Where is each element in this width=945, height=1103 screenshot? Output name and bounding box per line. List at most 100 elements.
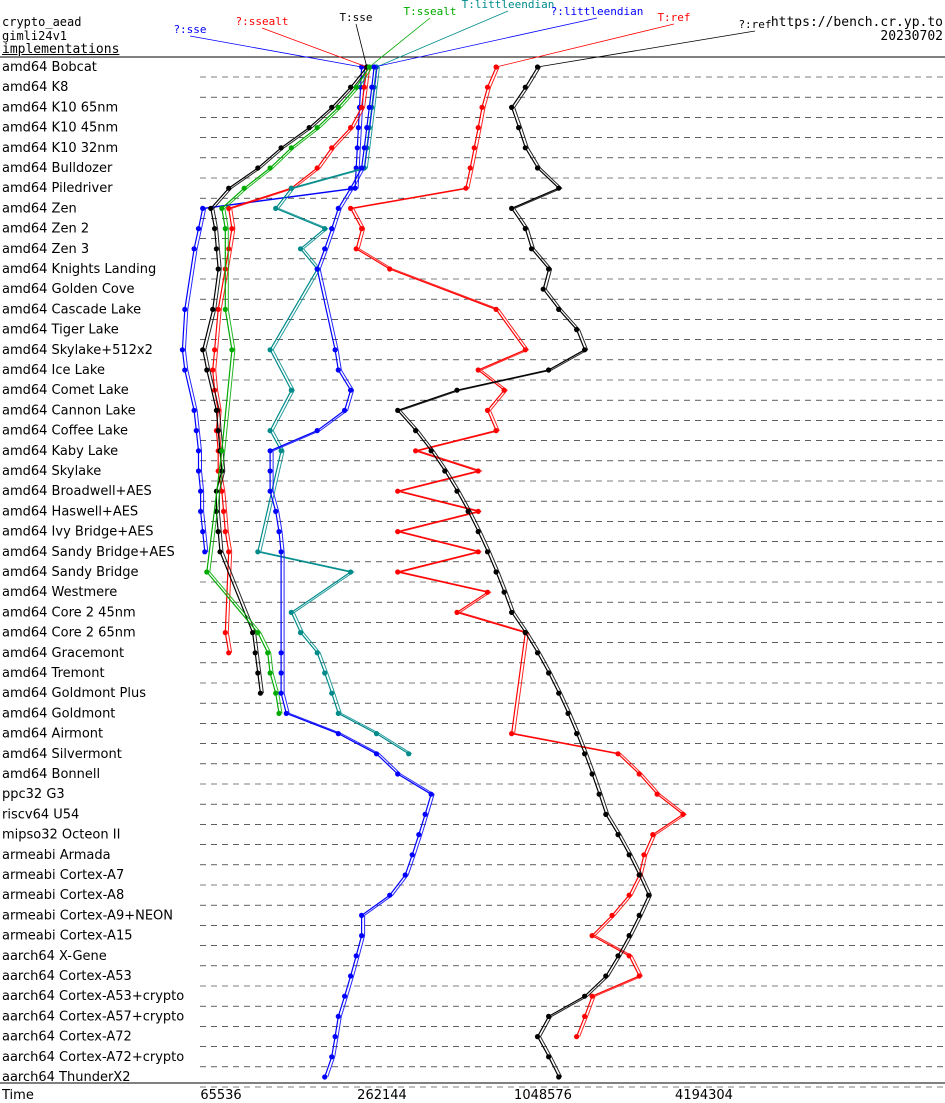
data-point: [332, 1034, 338, 1040]
data-point: [534, 1034, 541, 1040]
data-point: [278, 690, 284, 696]
data-point: [603, 973, 609, 979]
data-point: [546, 670, 552, 676]
data-point: [353, 84, 359, 90]
data-point: [556, 1074, 562, 1080]
data-point: [335, 731, 341, 737]
data-point: [387, 892, 393, 898]
data-point: [626, 852, 632, 858]
data-point: [589, 771, 595, 777]
x-axis-label: Time: [1, 1088, 34, 1103]
data-point: [626, 953, 632, 959]
row-label: amd64 Skylake: [2, 464, 101, 479]
data-point: [615, 953, 621, 959]
data-point: [267, 347, 273, 353]
data-point: [484, 589, 491, 595]
data-point: [574, 1034, 580, 1040]
data-point: [322, 246, 328, 252]
data-point: [208, 205, 214, 211]
data-point: [359, 912, 365, 919]
data-point: [226, 185, 232, 191]
data-point: [358, 84, 364, 90]
data-point: [471, 145, 477, 151]
data-point: [609, 912, 615, 919]
series-line: [269, 66, 432, 1078]
data-point: [200, 347, 206, 353]
row-label: riscv64 U54: [2, 807, 79, 822]
data-point: [215, 529, 221, 535]
data-point: [342, 407, 348, 413]
data-point: [465, 508, 471, 514]
data-point: [615, 751, 621, 757]
data-point: [402, 872, 408, 878]
data-point: [212, 226, 218, 232]
data-point: [348, 205, 354, 211]
data-point: [395, 488, 401, 494]
data-point: [475, 468, 481, 474]
data-point: [314, 266, 320, 272]
data-point: [546, 266, 552, 272]
data-point: [626, 933, 632, 939]
data-point: [348, 387, 354, 393]
series-line: [181, 66, 363, 552]
data-point: [454, 488, 460, 494]
series-line-shadow: [205, 66, 371, 694]
data-point: [615, 832, 621, 838]
data-point: [522, 84, 528, 90]
data-point: [273, 690, 279, 696]
data-point: [329, 690, 335, 696]
data-point: [212, 347, 218, 353]
row-label: armeabi Cortex-A8: [2, 888, 124, 903]
data-point: [182, 367, 188, 373]
header-line-2: gimli24v1: [2, 29, 68, 43]
data-point: [213, 246, 219, 252]
row-label: amd64 Core 2 65nm: [2, 626, 136, 641]
data-point: [267, 428, 273, 434]
legend-leader: [369, 17, 431, 68]
row-label: aarch64 Cortex-A57+crypto: [2, 1009, 184, 1024]
data-point: [509, 205, 515, 211]
row-label: aarch64 Cortex-A53+crypto: [2, 989, 184, 1004]
data-point: [574, 327, 580, 333]
legend-entry: ?:sse: [173, 23, 206, 36]
data-point: [335, 205, 341, 211]
data-point: [582, 993, 588, 999]
data-point: [204, 569, 210, 575]
row-label: amd64 Bulldozer: [2, 161, 113, 176]
data-point: [422, 811, 428, 818]
data-point: [288, 145, 294, 151]
data-point: [475, 508, 481, 514]
data-point: [475, 529, 481, 535]
data-point: [229, 226, 235, 232]
data-point: [229, 347, 235, 353]
source-url[interactable]: https://bench.cr.yp.to: [770, 15, 943, 30]
row-label: amd64 Sandy Bridge+AES: [2, 545, 175, 560]
data-point: [335, 710, 341, 717]
legend-leader: [374, 17, 598, 68]
row-label: amd64 K10 65nm: [2, 100, 118, 115]
row-label: aarch64 Cortex-A53: [2, 969, 132, 984]
data-point: [589, 993, 595, 999]
data-point: [257, 690, 263, 696]
data-point: [195, 468, 202, 474]
row-label: amd64 Golden Cove: [2, 282, 135, 297]
data-point: [442, 468, 448, 474]
row-label: amd64 K10 45nm: [2, 121, 118, 136]
data-point: [329, 226, 335, 232]
data-point: [387, 266, 393, 272]
series-line-shadow: [184, 66, 366, 552]
data-point: [454, 387, 460, 393]
data-point: [222, 529, 228, 535]
data-point: [210, 367, 216, 373]
data-point: [215, 306, 221, 312]
data-point: [276, 710, 282, 717]
row-label: amd64 Piledriver: [2, 181, 113, 196]
data-point: [406, 751, 412, 757]
data-point: [335, 104, 341, 110]
data-point: [463, 185, 469, 191]
data-point: [636, 973, 642, 979]
row-label: amd64 Coffee Lake: [2, 424, 128, 439]
data-point: [546, 367, 552, 373]
data-point: [222, 306, 228, 312]
data-point: [255, 549, 261, 555]
